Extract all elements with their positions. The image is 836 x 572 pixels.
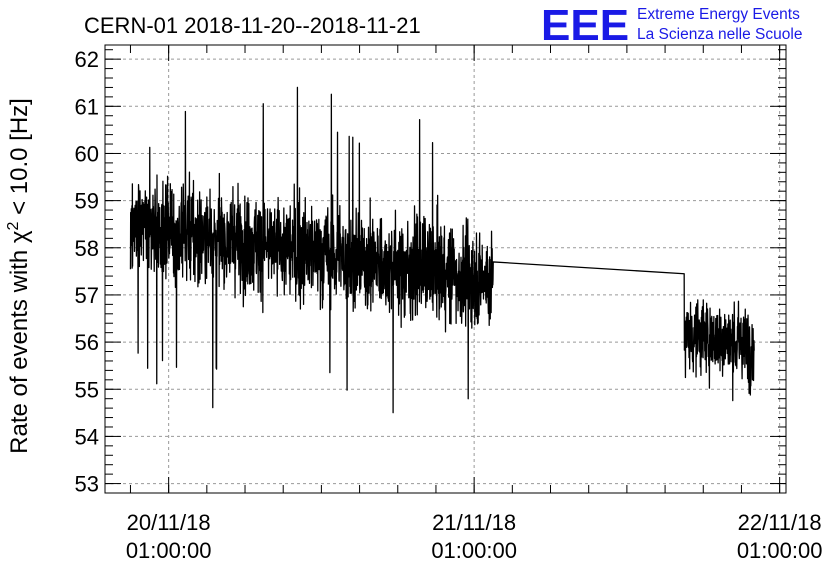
- x-tick-time: 01:00:00: [737, 538, 823, 563]
- x-tick-time: 01:00:00: [126, 538, 212, 563]
- x-tick-date: 22/11/18: [738, 510, 822, 535]
- y-tick-label: 57: [75, 283, 99, 308]
- rate-series-line: [129, 86, 755, 414]
- y-tick-label: 58: [75, 236, 99, 261]
- y-tick-label: 54: [75, 424, 99, 449]
- y-tick-label: 62: [75, 47, 99, 72]
- y-axis: 53 54 55 56 57 58 59 60 61 62: [75, 47, 786, 497]
- y-tick-label: 55: [75, 377, 99, 402]
- chart-title: CERN-01 2018-11-20--2018-11-21: [84, 13, 421, 38]
- y-tick-label: 53: [75, 472, 99, 497]
- eee-logo-mark: EEE: [541, 1, 629, 50]
- x-tick-date: 21/11/18: [432, 510, 516, 535]
- x-axis: 20/11/18 01:00:00 21/11/18 01:00:00 22/11/18…: [126, 45, 823, 563]
- eee-logo-line1: Extreme Energy Events: [637, 6, 800, 23]
- data-layer: [129, 86, 755, 414]
- y-tick-label: 61: [75, 94, 99, 119]
- x-tick-date: 20/11/18: [127, 510, 211, 535]
- y-axis-title: Rate of events with χ2 < 10.0 [Hz]: [5, 98, 33, 454]
- plot-frame: [104, 44, 787, 494]
- y-tick-label: 59: [75, 189, 99, 214]
- y-tick-label: 60: [75, 141, 99, 166]
- x-tick-time: 01:00:00: [431, 538, 517, 563]
- eee-logo-line2: La Scienza nelle Scuole: [637, 26, 802, 43]
- y-tick-label: 56: [75, 330, 99, 355]
- eee-logo: EEE Extreme Energy Events La Scienza nel…: [541, 1, 802, 50]
